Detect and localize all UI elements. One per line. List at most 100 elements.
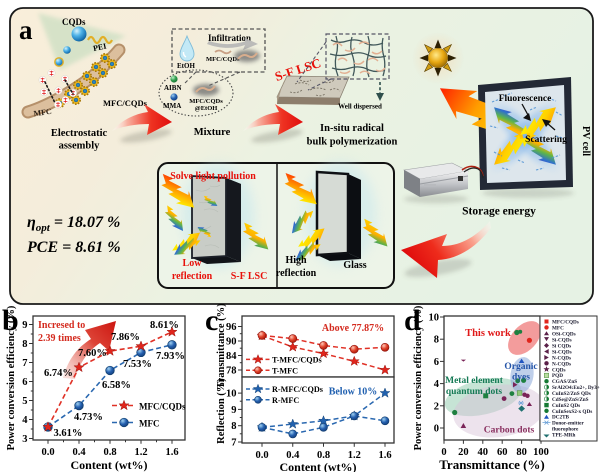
svg-text:MFC/CQDs: MFC/CQDs — [189, 98, 223, 105]
svg-text:7.60%: 7.60% — [78, 348, 107, 359]
svg-text:Electrostatic: Electrostatic — [51, 128, 108, 139]
svg-text:1.6: 1.6 — [378, 450, 391, 461]
svg-text:0.4: 0.4 — [286, 450, 300, 461]
svg-text:MFC: MFC — [139, 419, 160, 429]
svg-text:10: 10 — [226, 389, 237, 400]
svg-text:quantum dots: quantum dots — [446, 387, 503, 397]
svg-text:Reflection (%): Reflection (%) — [216, 378, 227, 444]
svg-text:8: 8 — [434, 335, 439, 346]
svg-text:Content (wt%): Content (wt%) — [280, 460, 357, 472]
svg-text:84: 84 — [226, 351, 237, 362]
svg-text:Content (wt%): Content (wt%) — [71, 458, 148, 472]
svg-text:MFC: MFC — [33, 107, 53, 118]
svg-text:Carbon dots: Carbon dots — [484, 426, 535, 436]
svg-text:TPE-MRh: TPE-MRh — [552, 432, 575, 438]
svg-text:8: 8 — [231, 421, 236, 432]
svg-text:1.2: 1.2 — [134, 447, 147, 458]
svg-text:@EtOH: @EtOH — [195, 105, 218, 112]
svg-text:reflection: reflection — [172, 271, 213, 282]
svg-text:Power conversion efficiency (%: Power conversion efficiency (%) — [6, 305, 17, 450]
svg-text:8.61%: 8.61% — [150, 320, 179, 331]
svg-text:5: 5 — [22, 396, 27, 407]
svg-text:Organic: Organic — [504, 362, 537, 372]
svg-text:80: 80 — [516, 447, 527, 458]
svg-text:78: 78 — [226, 366, 237, 377]
svg-text:Above 77.87%: Above 77.87% — [322, 323, 384, 334]
svg-text:96: 96 — [226, 322, 237, 333]
svg-text:MFC/CQDs: MFC/CQDs — [103, 98, 148, 108]
svg-text:4.73%: 4.73% — [74, 412, 103, 423]
svg-text:EtOH: EtOH — [177, 62, 195, 70]
svg-text:90: 90 — [226, 337, 237, 348]
svg-text:Donor-emitter: Donor-emitter — [552, 421, 584, 427]
svg-text:PCE = 8.61 %: PCE = 8.61 % — [26, 239, 121, 256]
svg-text:0: 0 — [434, 424, 439, 435]
svg-text:6: 6 — [22, 377, 27, 388]
svg-text:Low: Low — [183, 258, 203, 269]
svg-text:Scattering: Scattering — [525, 135, 567, 145]
svg-text:CuInSexS2-x QDs: CuInSexS2-x QDs — [552, 409, 592, 415]
svg-text:dyes: dyes — [512, 373, 530, 383]
svg-text:0.4: 0.4 — [72, 447, 86, 458]
svg-text:0.8: 0.8 — [103, 447, 116, 458]
svg-text:MFC/CQDs: MFC/CQDs — [552, 320, 579, 326]
svg-text:This work: This work — [465, 328, 511, 339]
svg-text:CQDs: CQDs — [62, 17, 86, 27]
svg-text:9: 9 — [231, 405, 236, 416]
svg-text:Transmittance (%): Transmittance (%) — [216, 303, 227, 389]
svg-text:4: 4 — [22, 415, 28, 426]
svg-text:4: 4 — [434, 379, 440, 390]
svg-text:R-MFC/CQDs: R-MFC/CQDs — [272, 385, 323, 394]
svg-text:MFC/CQDs: MFC/CQDs — [139, 402, 186, 412]
svg-text:ηopt = 18.07 %: ηopt = 18.07 % — [27, 214, 120, 234]
svg-text:Power conversion efficiency (%: Power conversion efficiency (%) — [413, 305, 424, 450]
svg-text:CuInS2 QDs: CuInS2 QDs — [552, 403, 580, 409]
svg-text:assembly: assembly — [59, 141, 101, 152]
svg-text:Glass: Glass — [343, 260, 366, 271]
svg-text:7.93%: 7.93% — [156, 351, 185, 362]
svg-text:0.0: 0.0 — [255, 450, 268, 461]
svg-text:Well dispersed: Well dispersed — [338, 103, 382, 111]
svg-text:0.0: 0.0 — [41, 447, 54, 458]
svg-text:Si CQDs: Si CQDs — [552, 343, 571, 349]
svg-text:Metal element: Metal element — [445, 376, 504, 386]
svg-text:6.58%: 6.58% — [102, 380, 131, 391]
svg-text:SrAl2O4:Eu2+, Dy3+: SrAl2O4:Eu2+, Dy3+ — [552, 385, 600, 391]
svg-text:10: 10 — [429, 313, 440, 324]
svg-text:PEI: PEI — [92, 42, 107, 54]
svg-text:N-CQDs: N-CQDs — [552, 355, 571, 361]
svg-text:7.86%: 7.86% — [111, 332, 140, 343]
svg-text:T-MFC/CQDs: T-MFC/CQDs — [272, 356, 322, 365]
svg-text:7: 7 — [22, 358, 27, 369]
svg-text:Below 10%: Below 10% — [329, 387, 378, 398]
svg-text:PV cell: PV cell — [580, 126, 591, 156]
svg-text:0.8: 0.8 — [317, 450, 330, 461]
svg-text:PQD: PQD — [552, 373, 563, 379]
svg-text:0: 0 — [441, 447, 446, 458]
svg-text:Si-CQDs: Si-CQDs — [552, 337, 572, 343]
svg-text:60: 60 — [497, 447, 508, 458]
svg-text:2.39 times: 2.39 times — [38, 333, 81, 344]
svg-text:7: 7 — [231, 438, 236, 449]
svg-text:CQDs: CQDs — [552, 367, 566, 373]
svg-text:R-MFC: R-MFC — [272, 396, 299, 405]
svg-text:6: 6 — [434, 357, 439, 368]
svg-text:Si-CQDs: Si-CQDs — [552, 349, 572, 355]
svg-text:CGAS/ZnS: CGAS/ZnS — [552, 379, 577, 385]
svg-text:Transmittance (%): Transmittance (%) — [439, 457, 545, 472]
svg-text:40: 40 — [478, 447, 489, 458]
svg-text:Mixture: Mixture — [194, 127, 231, 138]
svg-text:CuInS2/ZnS QDs: CuInS2/ZnS QDs — [552, 391, 591, 397]
svg-text:Incresed to: Incresed to — [38, 320, 85, 331]
svg-text:1.2: 1.2 — [348, 450, 361, 461]
svg-text:In-situ radical: In-situ radical — [320, 123, 384, 134]
svg-text:CdSe@ZnS/ZnS: CdSe@ZnS/ZnS — [552, 397, 589, 403]
svg-text:N-CQDs: N-CQDs — [552, 361, 571, 367]
svg-text:T-MFC: T-MFC — [272, 367, 298, 376]
svg-text:Fluorescence: Fluorescence — [499, 94, 552, 104]
svg-text:S-F LSC: S-F LSC — [231, 271, 268, 282]
svg-text:3: 3 — [22, 434, 27, 445]
svg-text:fluorophore: fluorophore — [552, 427, 579, 433]
svg-text:MFC/CQDs: MFC/CQDs — [206, 56, 240, 63]
svg-text:Infiltration: Infiltration — [208, 33, 251, 43]
